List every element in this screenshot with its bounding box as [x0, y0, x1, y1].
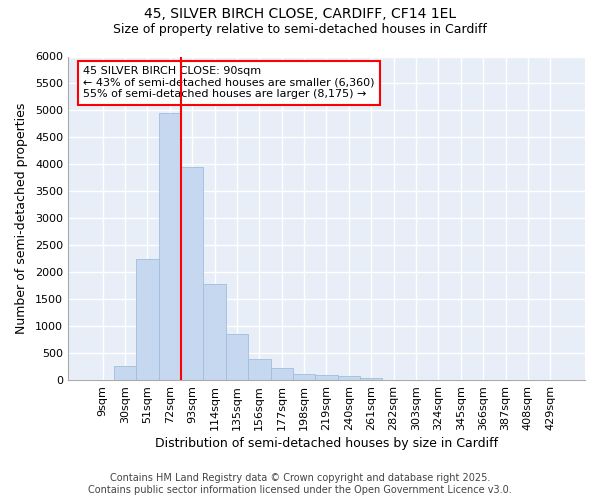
Bar	[338, 376, 360, 380]
Text: Size of property relative to semi-detached houses in Cardiff: Size of property relative to semi-detach…	[113, 22, 487, 36]
Bar	[248, 359, 271, 380]
Bar	[360, 378, 382, 380]
Bar	[181, 167, 203, 380]
Bar	[226, 334, 248, 380]
Text: 45, SILVER BIRCH CLOSE, CARDIFF, CF14 1EL: 45, SILVER BIRCH CLOSE, CARDIFF, CF14 1E…	[144, 8, 456, 22]
Bar	[293, 374, 315, 380]
Bar	[114, 366, 136, 380]
Y-axis label: Number of semi-detached properties: Number of semi-detached properties	[15, 102, 28, 334]
Bar	[158, 113, 181, 380]
Bar	[315, 375, 338, 380]
X-axis label: Distribution of semi-detached houses by size in Cardiff: Distribution of semi-detached houses by …	[155, 437, 498, 450]
Text: 45 SILVER BIRCH CLOSE: 90sqm
← 43% of semi-detached houses are smaller (6,360)
5: 45 SILVER BIRCH CLOSE: 90sqm ← 43% of se…	[83, 66, 375, 100]
Bar	[271, 368, 293, 380]
Bar	[136, 258, 158, 380]
Text: Contains HM Land Registry data © Crown copyright and database right 2025.
Contai: Contains HM Land Registry data © Crown c…	[88, 474, 512, 495]
Bar	[203, 284, 226, 380]
